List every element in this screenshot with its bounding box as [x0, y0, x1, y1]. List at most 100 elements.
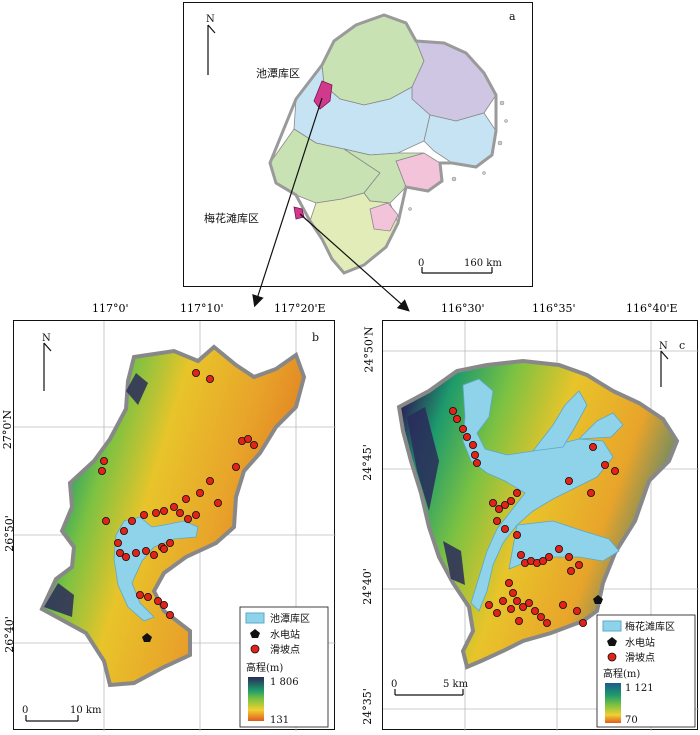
landslide-point [469, 441, 478, 450]
legend-reservoir-label: 池潭库区 [270, 612, 310, 625]
scale-bar: 0 5 km [391, 679, 469, 696]
meihuatan-reservoir-label: 梅花滩库区 [204, 211, 259, 225]
landslide-point [120, 526, 129, 535]
tick-top-c-1: 116°30' [441, 302, 485, 315]
meihuatan-map-panel: N c 梅花滩库区 水电站 滑坡点 高程(m) 1 121 70 0 5 km [382, 320, 699, 731]
legend-elevation-ramp [605, 683, 621, 723]
landslide-point [181, 494, 190, 503]
chitan-reservoir-label: 池潭库区 [256, 67, 300, 80]
legend-landslide-label: 滑坡点 [625, 651, 655, 664]
landslide-point [544, 552, 553, 561]
legend: 池潭库区 水电站 滑坡点 高程(m) 1 806 131 [239, 606, 329, 728]
landslide-point [578, 618, 587, 627]
legend-station-label: 水电站 [270, 628, 300, 641]
svg-text:0: 0 [418, 258, 424, 269]
legend-reservoir-label: 梅花滩库区 [625, 620, 675, 633]
landslide-point [165, 538, 174, 547]
landslide-point [159, 600, 168, 609]
landslide-point [98, 466, 107, 475]
landslide-point [558, 600, 567, 609]
landslide-point [501, 524, 510, 533]
svg-text:5 km: 5 km [443, 679, 469, 690]
hydropower-station-icon [142, 633, 152, 642]
legend-station-label: 水电站 [625, 636, 655, 649]
landslide-point [489, 498, 498, 507]
legend-elevation-title: 高程(m) [246, 661, 283, 674]
landslide-point [514, 616, 523, 625]
landslide-point [538, 556, 547, 565]
landslide-point [507, 604, 516, 613]
landslide-point [564, 552, 573, 561]
landslide-point [600, 460, 609, 469]
landslide-point [116, 548, 125, 557]
landslide-point [586, 488, 595, 497]
landslide-point [524, 598, 533, 607]
landslide-point [165, 610, 174, 619]
tick-left-c-4: 24°35' [360, 688, 374, 725]
scale-bar: 0 160 km [418, 258, 502, 274]
north-arrow-icon: N [206, 14, 216, 75]
chitan-map: N b 池潭库区 水电站 滑坡点 高程(m) 1 806 131 0 10 km [14, 321, 336, 731]
overview-map: N a [204, 10, 516, 275]
meihuatan-reservoir-water [462, 378, 624, 612]
landslide-point [493, 516, 502, 525]
chitan-terrain [39, 344, 307, 688]
landslide-point [213, 498, 222, 507]
landslide-point [205, 375, 214, 384]
landslide-point [136, 590, 145, 599]
landslide-point [463, 433, 472, 442]
legend-reservoir-swatch [602, 620, 622, 632]
landslide-point [509, 588, 518, 597]
landslide-point [505, 578, 514, 587]
high-elevation-ridges [44, 373, 148, 617]
tick-top-c-2: 116°35' [532, 302, 576, 315]
landslide-point [169, 502, 178, 511]
svg-text:0: 0 [391, 679, 397, 690]
legend-elevation-title: 高程(m) [603, 667, 640, 680]
landslide-point [132, 548, 141, 557]
landslide-point [471, 450, 480, 459]
landslide-point [141, 546, 150, 555]
landslide-point [566, 566, 575, 575]
tick-left-c-2: 24°45' [360, 444, 374, 481]
scale-bar: 0 10 km [22, 705, 102, 722]
tick-top-b-3: 117°20'E [274, 302, 326, 315]
landslide-point [128, 516, 137, 525]
landslide-point [231, 462, 240, 471]
legend-elev-min: 131 [270, 715, 289, 726]
landslide-point [536, 612, 545, 621]
tick-top-b-2: 117°10' [180, 302, 224, 315]
landslide-point [495, 504, 504, 513]
landslide-point [191, 510, 200, 519]
landslide-point [610, 466, 619, 475]
landslide-point [542, 618, 551, 627]
landslide-point [518, 602, 527, 611]
landslide-point [205, 476, 214, 485]
svg-text:N: N [206, 14, 215, 25]
svg-text:10 km: 10 km [70, 705, 102, 716]
legend-landslide-icon [250, 644, 260, 654]
landslide-point [140, 510, 149, 519]
svg-text:N: N [659, 341, 668, 352]
legend-reservoir-swatch [245, 612, 265, 624]
landslide-point [149, 550, 158, 559]
coastal-islands [408, 100, 508, 211]
legend-elev-max: 1 121 [625, 683, 654, 694]
landslide-point [512, 596, 521, 605]
tick-top-b-1: 117°0' [92, 302, 129, 315]
landslide-point [554, 544, 563, 553]
svg-text:0: 0 [22, 705, 28, 716]
landslide-point [501, 500, 510, 509]
landslide-point [564, 476, 573, 485]
hydropower-station-icon [593, 595, 603, 604]
tick-left-c-3: 24°40' [360, 568, 374, 605]
landslide-points [449, 407, 619, 627]
landslide-point [516, 550, 525, 559]
chitan-reservoir-water [113, 516, 199, 622]
landslide-point [453, 415, 462, 424]
landslide-point [143, 592, 152, 601]
svg-text:160 km: 160 km [464, 258, 502, 269]
meihuatan-map: N c 梅花滩库区 水电站 滑坡点 高程(m) 1 121 70 0 5 km [383, 321, 699, 731]
landslide-point [574, 560, 583, 569]
landslide-point [195, 488, 204, 497]
